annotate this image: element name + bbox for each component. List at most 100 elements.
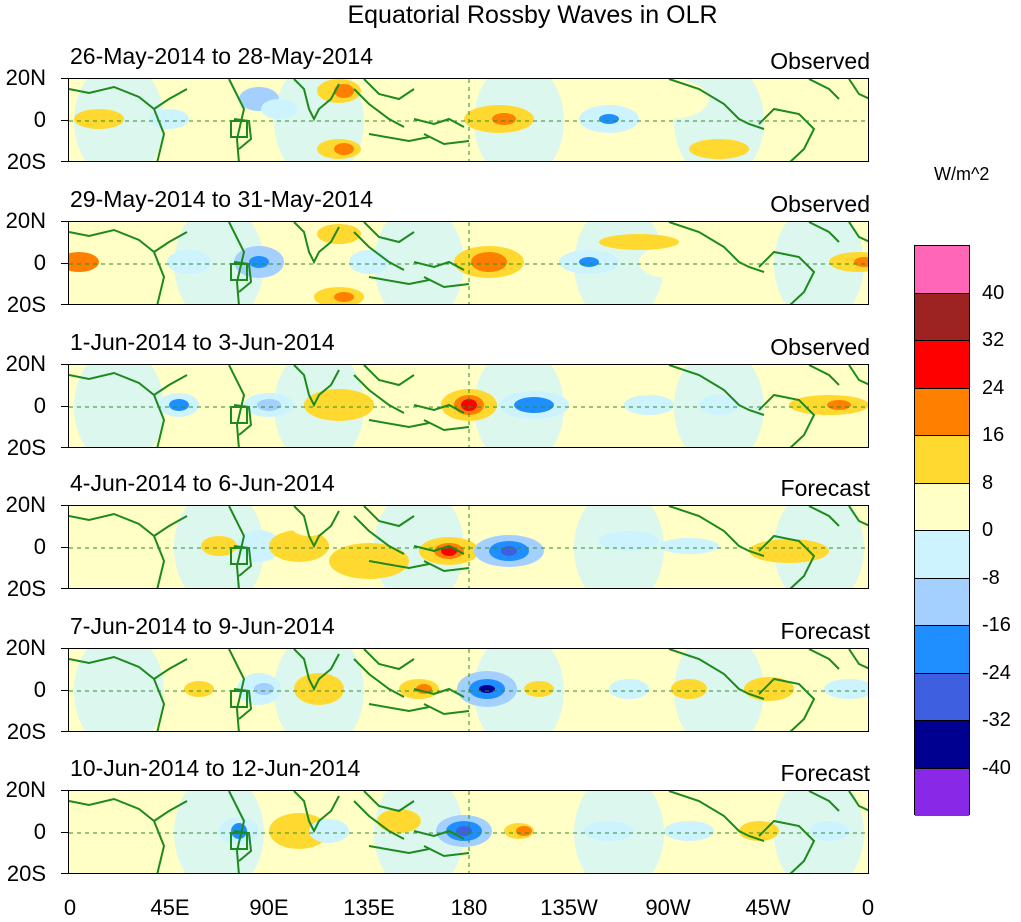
panel-2-lat-tick [61, 304, 68, 305]
panel-1-lat-label-20n: 20N [5, 65, 46, 90]
panel-5-lat-tick [61, 648, 68, 649]
colorbar-label: 24 [982, 376, 1005, 399]
olr-anomaly-contour [829, 252, 868, 272]
olr-anomaly-contour [671, 679, 707, 699]
anomaly-band [674, 649, 764, 731]
coastline [153, 658, 188, 680]
olr-anomaly-contour [664, 821, 714, 841]
anomaly-band [474, 649, 564, 731]
coastline [668, 506, 765, 557]
olr-anomaly-contour [349, 250, 389, 274]
colorbar-segment [915, 721, 969, 769]
olr-anomaly-contour [334, 292, 354, 302]
coastline [363, 222, 415, 244]
lon-label-90e: 90E [249, 895, 289, 920]
panel-4-kind: Forecast [780, 475, 870, 501]
olr-anomaly-contour [659, 538, 719, 554]
panel-3-lat-label-20s: 20S [6, 435, 46, 460]
olr-anomaly-contour [169, 399, 189, 411]
panel-6-lat-label-0: 0 [33, 819, 46, 844]
olr-anomaly-contour [599, 531, 659, 551]
panel-1-date-range: 26-May-2014 to 28-May-2014 [70, 43, 373, 69]
panel-5-map [68, 648, 869, 732]
panel-6-lat-tick [61, 873, 68, 874]
panel-1-kind: Observed [770, 48, 870, 74]
coastline [363, 506, 415, 528]
coastline [353, 800, 405, 840]
colorbar-label: -24 [982, 661, 1011, 684]
colorbar-segment [915, 626, 969, 674]
olr-anomaly-contour [254, 683, 274, 695]
coastline [228, 649, 246, 731]
coastline [69, 85, 166, 161]
panel-3-lat-label-0: 0 [33, 393, 46, 418]
coastline [368, 419, 430, 429]
olr-anomaly-contour [599, 114, 619, 124]
panel-4-lat-tick [61, 547, 68, 548]
panel-6-lat-label-20n: 20N [5, 777, 46, 802]
coastline [668, 649, 765, 700]
coastline [153, 374, 188, 396]
colorbar-segment [915, 483, 969, 531]
panel-2-lat-label-20n: 20N [5, 208, 46, 233]
anomaly-band [574, 365, 664, 447]
colorbar-label: -32 [982, 709, 1011, 731]
panel-1-lat-tick [61, 161, 68, 162]
coastline [808, 79, 840, 100]
olr-anomaly-contour [201, 536, 237, 556]
panel-3-map [68, 364, 869, 448]
panel-1-lat-label-0: 0 [33, 107, 46, 132]
coastline [808, 365, 840, 386]
coastline [353, 231, 405, 271]
olr-anomaly-contour [824, 679, 868, 699]
colorbar-label: 32 [982, 329, 1005, 351]
coastline [228, 791, 246, 873]
anomaly-band [774, 649, 864, 731]
coastline [848, 222, 868, 243]
olr-anomaly-contour [749, 539, 829, 563]
olr-anomaly-contour [624, 395, 674, 415]
colorbar-segment [915, 341, 969, 389]
panel-2-kind: Observed [770, 191, 870, 217]
coastline [228, 222, 246, 304]
olr-anomaly-contour [809, 821, 849, 841]
coastline [363, 79, 415, 101]
olr-anomaly-contour [309, 819, 349, 843]
coastline [423, 703, 470, 716]
lon-label-135e: 135E [343, 895, 395, 920]
colorbar-segment [915, 246, 969, 294]
coastline [228, 506, 246, 588]
coastline [848, 506, 868, 527]
olr-anomaly-contour [739, 821, 779, 841]
panel-4-lat-label-20n: 20N [5, 492, 46, 517]
coastline [848, 791, 868, 812]
colorbar-segment [915, 531, 969, 579]
colorbar-label: -8 [982, 566, 1000, 589]
anomaly-band [774, 222, 864, 304]
panel-3-lat-tick [61, 406, 68, 407]
lon-label-0: 0 [63, 895, 77, 920]
olr-anomaly-contour [699, 395, 739, 415]
olr-anomaly-contour [69, 252, 99, 272]
colorbar-label: 16 [982, 424, 1005, 446]
coastline [423, 560, 470, 573]
coastline [293, 506, 340, 549]
lon-label-0-east: 0 [861, 895, 875, 920]
panel-2-lat-label-0: 0 [33, 250, 46, 275]
panel-3-lat-tick [61, 447, 68, 448]
panel-6-lat-label-20s: 20S [6, 861, 46, 886]
coastline [228, 365, 246, 447]
coastline [363, 649, 415, 671]
panel-4-lat-label-20s: 20S [6, 576, 46, 601]
panel-2-map [68, 221, 869, 305]
olr-anomaly-contour [269, 813, 329, 849]
anomaly-band [174, 791, 264, 873]
lon-label-45w: 45W [745, 895, 791, 920]
colorbar-segment [915, 578, 969, 626]
coastline [668, 791, 765, 842]
coastline [293, 365, 340, 408]
olr-anomaly-contour [74, 109, 124, 129]
colorbar-segment [915, 673, 969, 721]
coastline [363, 365, 415, 387]
olr-anomaly-contour [249, 256, 269, 268]
